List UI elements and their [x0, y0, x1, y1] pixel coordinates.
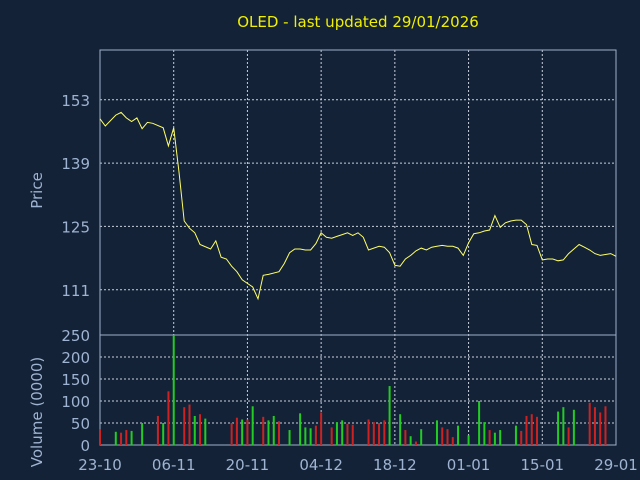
volume-bar: [536, 416, 539, 445]
volume-bar: [309, 428, 312, 445]
volume-bar: [530, 414, 533, 445]
volume-panel-border: [99, 334, 617, 446]
x-tick-label: 23-10: [78, 456, 122, 474]
volume-bar: [420, 429, 423, 445]
volume-bar: [246, 419, 249, 445]
volume-bar: [130, 430, 133, 445]
volume-bar: [588, 402, 591, 445]
volume-tick-label: 150: [61, 371, 90, 389]
x-tick-label: 01-01: [447, 456, 491, 474]
volume-bar: [335, 422, 338, 445]
volume-bar: [251, 406, 254, 445]
x-tick-label: 29-01: [594, 456, 638, 474]
volume-bar: [525, 415, 528, 445]
volume-bar: [557, 411, 560, 445]
price-panel-border: [99, 49, 617, 336]
volume-bar: [441, 427, 444, 445]
volume-bar: [114, 431, 117, 445]
volume-bar: [604, 406, 607, 445]
volume-bar: [241, 419, 244, 445]
volume-bar: [304, 427, 307, 445]
x-tick-label: 20-11: [226, 456, 270, 474]
volume-bar: [230, 423, 233, 445]
volume-bar: [483, 422, 486, 445]
volume-bar: [235, 417, 238, 445]
x-tick-label: 06-11: [152, 456, 196, 474]
volume-bar: [478, 401, 481, 445]
volume-tick-label: 250: [61, 327, 90, 345]
volume-bar: [404, 430, 407, 445]
volume-bar: [446, 429, 449, 445]
volume-tick-label: 200: [61, 349, 90, 367]
volume-bar: [320, 412, 323, 445]
volume-bar: [599, 412, 602, 445]
volume-bar: [488, 430, 491, 445]
volume-bar: [414, 441, 417, 445]
volume-bar: [572, 409, 575, 445]
price-axis-label: Price: [28, 172, 46, 209]
chart-title: OLED - last updated 29/01/2026: [237, 13, 479, 31]
volume-bar: [493, 432, 496, 445]
volume-bar: [451, 437, 454, 445]
volume-bar: [388, 386, 391, 445]
volume-tick-label: 100: [61, 393, 90, 411]
volume-bar: [262, 416, 265, 445]
volume-bar: [330, 427, 333, 445]
volume-bar: [125, 430, 128, 445]
volume-bar: [593, 407, 596, 445]
volume-bar: [567, 427, 570, 445]
volume-bar: [193, 415, 196, 445]
volume-bar: [378, 423, 381, 445]
volume-bar: [346, 423, 349, 445]
volume-bar: [520, 430, 523, 445]
volume-tick-label: 50: [71, 415, 90, 433]
volume-bar: [467, 435, 470, 445]
volume-bar: [272, 415, 275, 445]
volume-bar: [141, 423, 144, 445]
price-tick-label: 111: [61, 282, 90, 300]
volume-axis-label: Volume (0000): [28, 357, 46, 467]
volume-bar: [288, 430, 291, 445]
price-tick-label: 153: [61, 92, 90, 110]
volume-bar: [341, 420, 344, 445]
x-tick-label: 04-12: [299, 456, 343, 474]
volume-bar: [399, 414, 402, 445]
volume-bar: [120, 432, 123, 445]
volume-bar: [156, 415, 159, 445]
volume-bar: [299, 413, 302, 445]
volume-bar: [514, 425, 517, 445]
price-tick-label: 125: [61, 218, 90, 236]
volume-bar: [409, 436, 412, 445]
volume-bar: [314, 425, 317, 445]
volume-bar: [167, 391, 170, 445]
price-line: [99, 111, 617, 301]
price-tick-label: 139: [61, 155, 90, 173]
volume-bar: [367, 419, 370, 445]
volume-tick-label: 0: [80, 437, 90, 455]
volume-bar: [204, 418, 207, 445]
volume-bar: [372, 422, 375, 445]
volume-bar: [183, 407, 186, 445]
x-tick-label: 15-01: [520, 456, 564, 474]
volume-bar: [172, 335, 175, 445]
volume-bar: [278, 421, 281, 445]
volume-bar: [562, 407, 565, 445]
volume-bar: [188, 404, 191, 445]
volume-bar: [199, 414, 202, 445]
volume-bar: [267, 420, 270, 445]
volume-bar: [499, 430, 502, 445]
x-tick-label: 18-12: [373, 456, 417, 474]
volume-bar: [351, 424, 354, 445]
volume-bar: [457, 425, 460, 445]
volume-bar: [162, 423, 165, 445]
volume-bar: [99, 429, 101, 445]
volume-bar: [383, 420, 386, 445]
volume-bar: [435, 420, 438, 445]
